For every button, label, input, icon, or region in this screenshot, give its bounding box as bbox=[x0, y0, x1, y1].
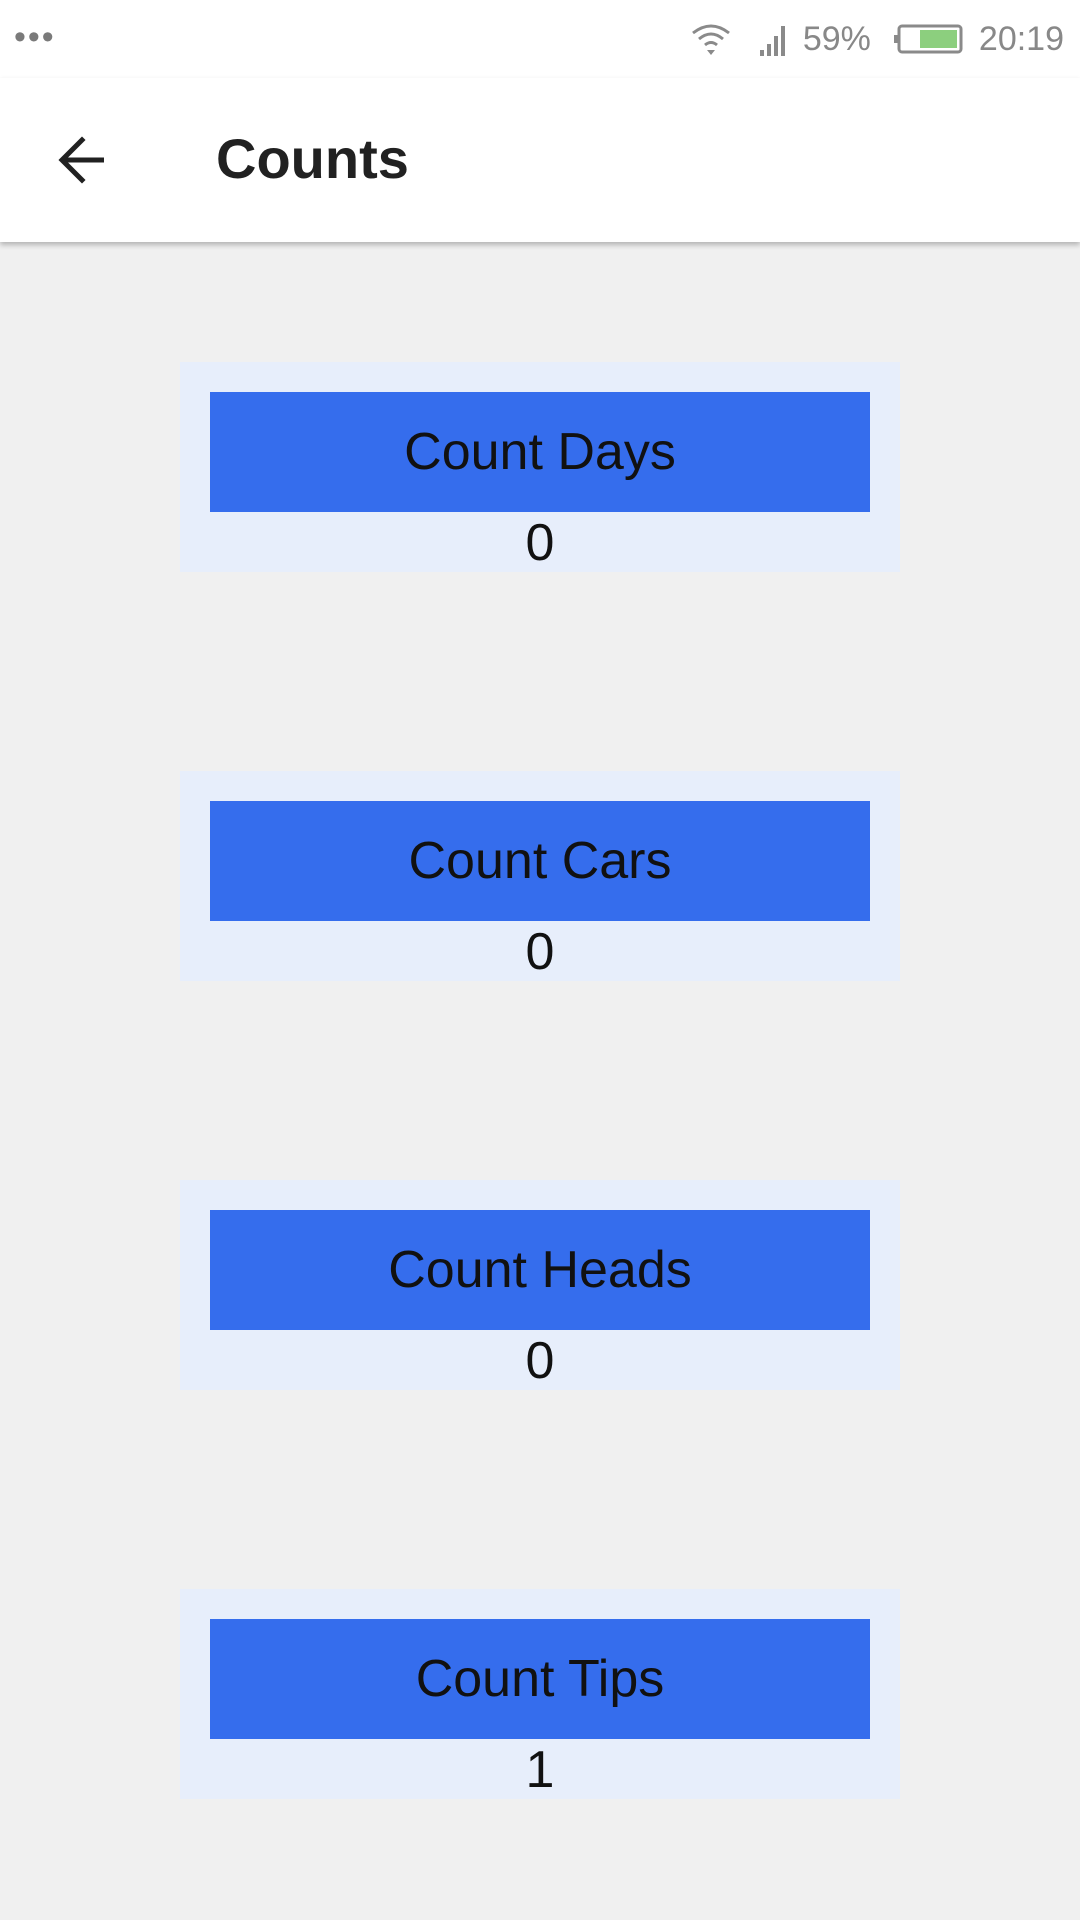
counts-list: Count Days 0 Count Cars 0 Count Heads 0 … bbox=[0, 242, 1080, 1920]
cell-signal-icon bbox=[759, 22, 789, 56]
count-days-value: 0 bbox=[525, 514, 555, 572]
battery-icon bbox=[893, 24, 963, 54]
app-bar: Counts bbox=[0, 78, 1080, 242]
count-days-card: Count Days 0 bbox=[180, 362, 900, 572]
count-days-button[interactable]: Count Days bbox=[210, 392, 870, 512]
wifi-icon bbox=[691, 22, 731, 56]
more-dots-icon: ••• bbox=[14, 18, 56, 56]
status-time: 20:19 bbox=[978, 19, 1064, 58]
back-button[interactable] bbox=[42, 120, 122, 200]
count-heads-button[interactable]: Count Heads bbox=[210, 1210, 870, 1330]
count-heads-value: 0 bbox=[525, 1332, 555, 1390]
count-tips-button[interactable]: Count Tips bbox=[210, 1619, 870, 1739]
battery-percent: 59% bbox=[802, 19, 871, 58]
status-bar: ••• 59% 20:19 bbox=[0, 0, 1080, 78]
count-tips-card: Count Tips 1 bbox=[180, 1589, 900, 1799]
count-cars-value: 0 bbox=[525, 923, 555, 981]
arrow-back-icon bbox=[58, 136, 104, 184]
page-title: Counts bbox=[216, 127, 409, 190]
count-cars-card: Count Cars 0 bbox=[180, 771, 900, 981]
count-tips-value: 1 bbox=[525, 1741, 555, 1799]
count-cars-button[interactable]: Count Cars bbox=[210, 801, 870, 921]
count-heads-card: Count Heads 0 bbox=[180, 1180, 900, 1390]
status-icons: 59% 20:19 bbox=[691, 16, 1064, 62]
